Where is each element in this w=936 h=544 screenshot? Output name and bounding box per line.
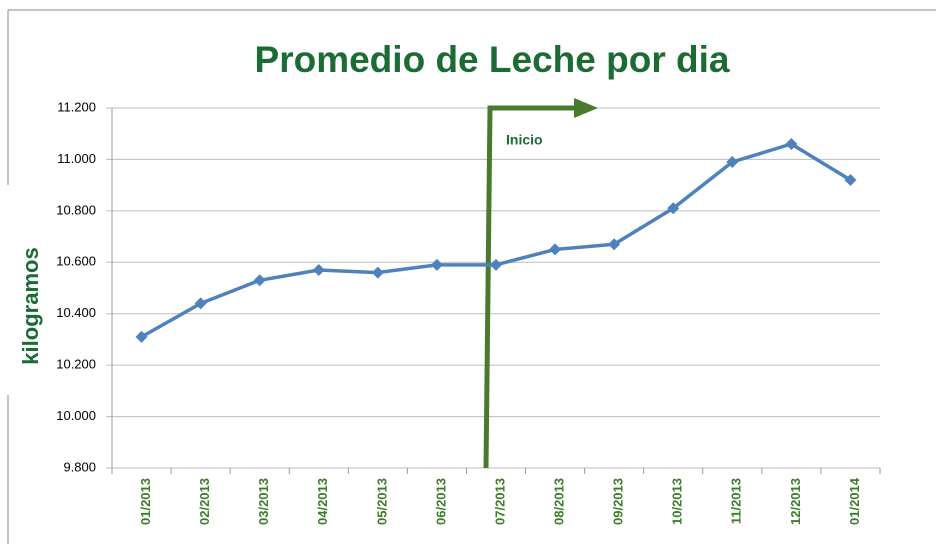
arrow-head <box>574 98 598 118</box>
y-tick-label: 10.600 <box>56 254 96 269</box>
x-tick-label: 01/2013 <box>138 478 153 525</box>
chart-title: Promedio de Leche por dia <box>255 39 730 80</box>
x-tick-label: 09/2013 <box>611 478 626 525</box>
x-tick-label: 12/2013 <box>788 478 803 525</box>
marker <box>549 243 562 256</box>
y-tick-label: 10.400 <box>56 305 96 320</box>
marker <box>608 238 621 251</box>
series-line <box>140 142 852 339</box>
x-tick-label: 06/2013 <box>433 478 448 525</box>
marker <box>490 258 502 271</box>
arrow-line <box>483 105 578 469</box>
marker <box>667 202 680 215</box>
marker <box>844 174 857 186</box>
marker <box>135 330 148 343</box>
y-tick-label: 9.800 <box>63 459 96 474</box>
marker <box>726 156 739 168</box>
x-tick-label: 04/2013 <box>315 478 330 525</box>
x-tick-label: 03/2013 <box>256 478 271 525</box>
marker <box>253 274 266 287</box>
marker <box>194 297 207 310</box>
x-tick-label: 05/2013 <box>374 478 389 525</box>
y-axis-label: kilogramos <box>18 247 43 364</box>
marker <box>371 266 384 279</box>
x-tick-label: 10/2013 <box>670 478 685 525</box>
marker <box>785 138 798 150</box>
x-tick-label: 08/2013 <box>552 478 567 525</box>
y-tick-label: 10.200 <box>56 357 96 372</box>
start-arrow <box>483 98 598 469</box>
x-tick-label: 11/2013 <box>729 478 744 524</box>
y-tick-label: 10.000 <box>56 408 96 423</box>
x-tick-label: 01/2014 <box>847 477 862 525</box>
y-tick-label: 11.000 <box>57 151 96 166</box>
grid <box>106 107 881 474</box>
x-tick-label: 07/2013 <box>492 478 507 525</box>
plot <box>135 138 857 343</box>
y-tick-label: 11.200 <box>57 99 96 114</box>
annotation: Inicio <box>506 132 543 148</box>
y-tick-label: 10.800 <box>56 202 96 217</box>
marker <box>430 258 443 271</box>
marker <box>312 264 325 276</box>
x-tick-label: 02/2013 <box>197 478 212 525</box>
